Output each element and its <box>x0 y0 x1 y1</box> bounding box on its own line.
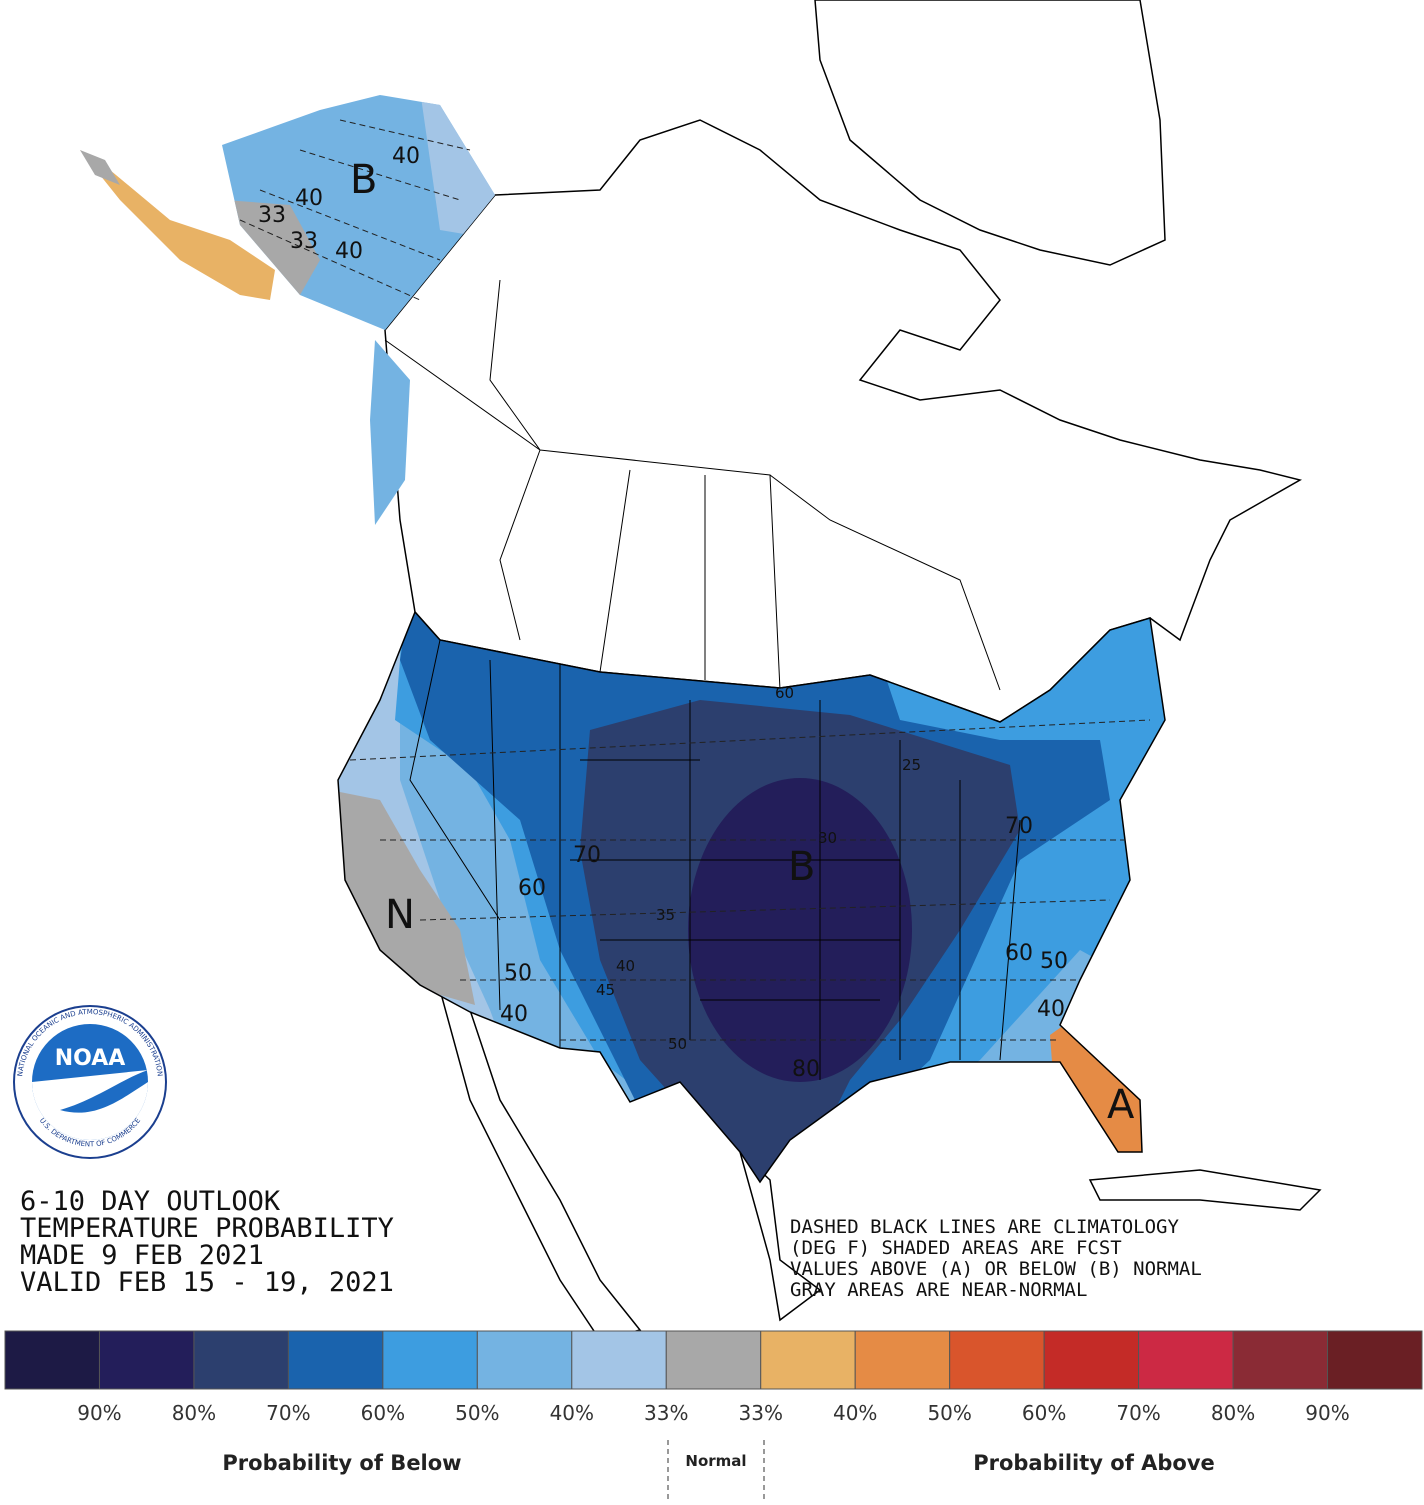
legend-swatch <box>98 1330 195 1390</box>
region-letter: B <box>788 844 815 890</box>
title-line: TEMPERATURE PROBABILITY <box>20 1213 394 1244</box>
legend-label: 40% <box>550 1401 594 1425</box>
legend-swatch <box>854 1330 951 1390</box>
legend-swatch <box>571 1330 667 1390</box>
legend-swatch <box>949 1330 1045 1390</box>
legend-below: Probability of Below <box>222 1451 461 1475</box>
legend-label: 33% <box>739 1401 783 1425</box>
legend-label: 90% <box>77 1401 121 1425</box>
legend-swatch <box>382 1330 478 1390</box>
note-line: DASHED BLACK LINES ARE CLIMATOLOGY <box>790 1216 1179 1238</box>
contour-label: 40 <box>500 1002 528 1027</box>
note-line: VALUES ABOVE (A) OR BELOW (B) NORMAL <box>790 1258 1202 1280</box>
shade <box>338 790 475 1005</box>
note-line: (DEG F) SHADED AREAS ARE FCST <box>790 1237 1122 1259</box>
legend-label: 50% <box>927 1401 971 1425</box>
legend-label: 33% <box>644 1401 688 1425</box>
title-line: 6-10 DAY OUTLOOK <box>20 1186 281 1217</box>
contour-label: 50 <box>668 1035 687 1053</box>
legend-normal: Normal <box>685 1452 746 1470</box>
panhandle-shade <box>370 340 410 525</box>
legend-swatch <box>1138 1330 1234 1390</box>
legend-swatch <box>476 1330 573 1390</box>
contour-label: 30 <box>818 829 837 847</box>
legend-label: 80% <box>1211 1401 1255 1425</box>
contour-label: 60 <box>518 876 546 901</box>
legend-swatch <box>1232 1330 1329 1390</box>
legend-label: 40% <box>833 1401 877 1425</box>
land <box>384 0 1322 1341</box>
contour-label: 40 <box>335 239 363 264</box>
conus-shading <box>338 612 1165 1182</box>
legend-label: 70% <box>1116 1401 1160 1425</box>
shade <box>80 150 120 185</box>
contour-label: 33 <box>258 203 286 228</box>
contour-label: 40 <box>295 186 323 211</box>
contour-label: 60 <box>775 684 794 702</box>
contour-label: 33 <box>290 229 318 254</box>
region-letter: N <box>385 892 415 938</box>
contour-label: 40 <box>616 957 635 975</box>
contour-label: 70 <box>1005 814 1033 839</box>
borders <box>349 639 1151 1080</box>
region-letter: A <box>1107 1082 1135 1128</box>
legend-label: 70% <box>266 1401 310 1425</box>
region-letter: B <box>350 157 377 203</box>
contour-label: 60 <box>1005 941 1033 966</box>
legend-swatch <box>1043 1330 1140 1390</box>
legend-swatch <box>760 1330 856 1390</box>
legend-label: 50% <box>455 1401 499 1425</box>
contour-label: 40 <box>1037 997 1065 1022</box>
legend-label: 60% <box>361 1401 405 1425</box>
legend-swatch <box>193 1330 289 1390</box>
contour-label: 45 <box>596 981 615 999</box>
conus-outline <box>337 610 1166 1184</box>
contour-label: 35 <box>656 906 675 924</box>
legend-swatch <box>665 1330 762 1390</box>
legend-swatch <box>4 1330 100 1390</box>
contour-label: 25 <box>902 756 921 774</box>
legend: Probability of Below Normal Probability … <box>4 1330 1423 1500</box>
title-line: MADE 9 FEB 2021 <box>20 1240 264 1271</box>
contour-label: 50 <box>504 961 532 986</box>
title-line: VALID FEB 15 - 19, 2021 <box>20 1267 394 1298</box>
legend-swatch <box>1327 1330 1423 1390</box>
shade <box>688 778 912 1082</box>
shade <box>225 200 320 295</box>
contour-label: 50 <box>1040 949 1068 974</box>
note-line: GRAY AREAS ARE NEAR-NORMAL <box>790 1279 1087 1301</box>
map-labels: B 40 40 33 40 33 60 25 70 60 50 40 35 40… <box>258 144 1135 1128</box>
outlook-title: 6-10 DAY OUTLOOK TEMPERATURE PROBABILITY… <box>20 1186 394 1298</box>
legend-swatch <box>287 1330 384 1390</box>
contour-label: 40 <box>392 144 420 169</box>
legend-label: 60% <box>1022 1401 1066 1425</box>
notes: DASHED BLACK LINES ARE CLIMATOLOGY (DEG … <box>790 1216 1202 1301</box>
noaa-logo: NOAA NATIONAL OCEANIC AND ATMOSPHERIC AD… <box>13 1005 167 1159</box>
legend-label: 80% <box>172 1401 216 1425</box>
logo-name: NOAA <box>55 1046 126 1071</box>
aleutian-shade <box>80 150 275 300</box>
contour-label: 80 <box>792 1057 820 1082</box>
legend-above: Probability of Above <box>973 1451 1215 1475</box>
legend-label: 90% <box>1305 1401 1349 1425</box>
shade <box>1050 1015 1150 1160</box>
contour-label: 70 <box>573 843 601 868</box>
